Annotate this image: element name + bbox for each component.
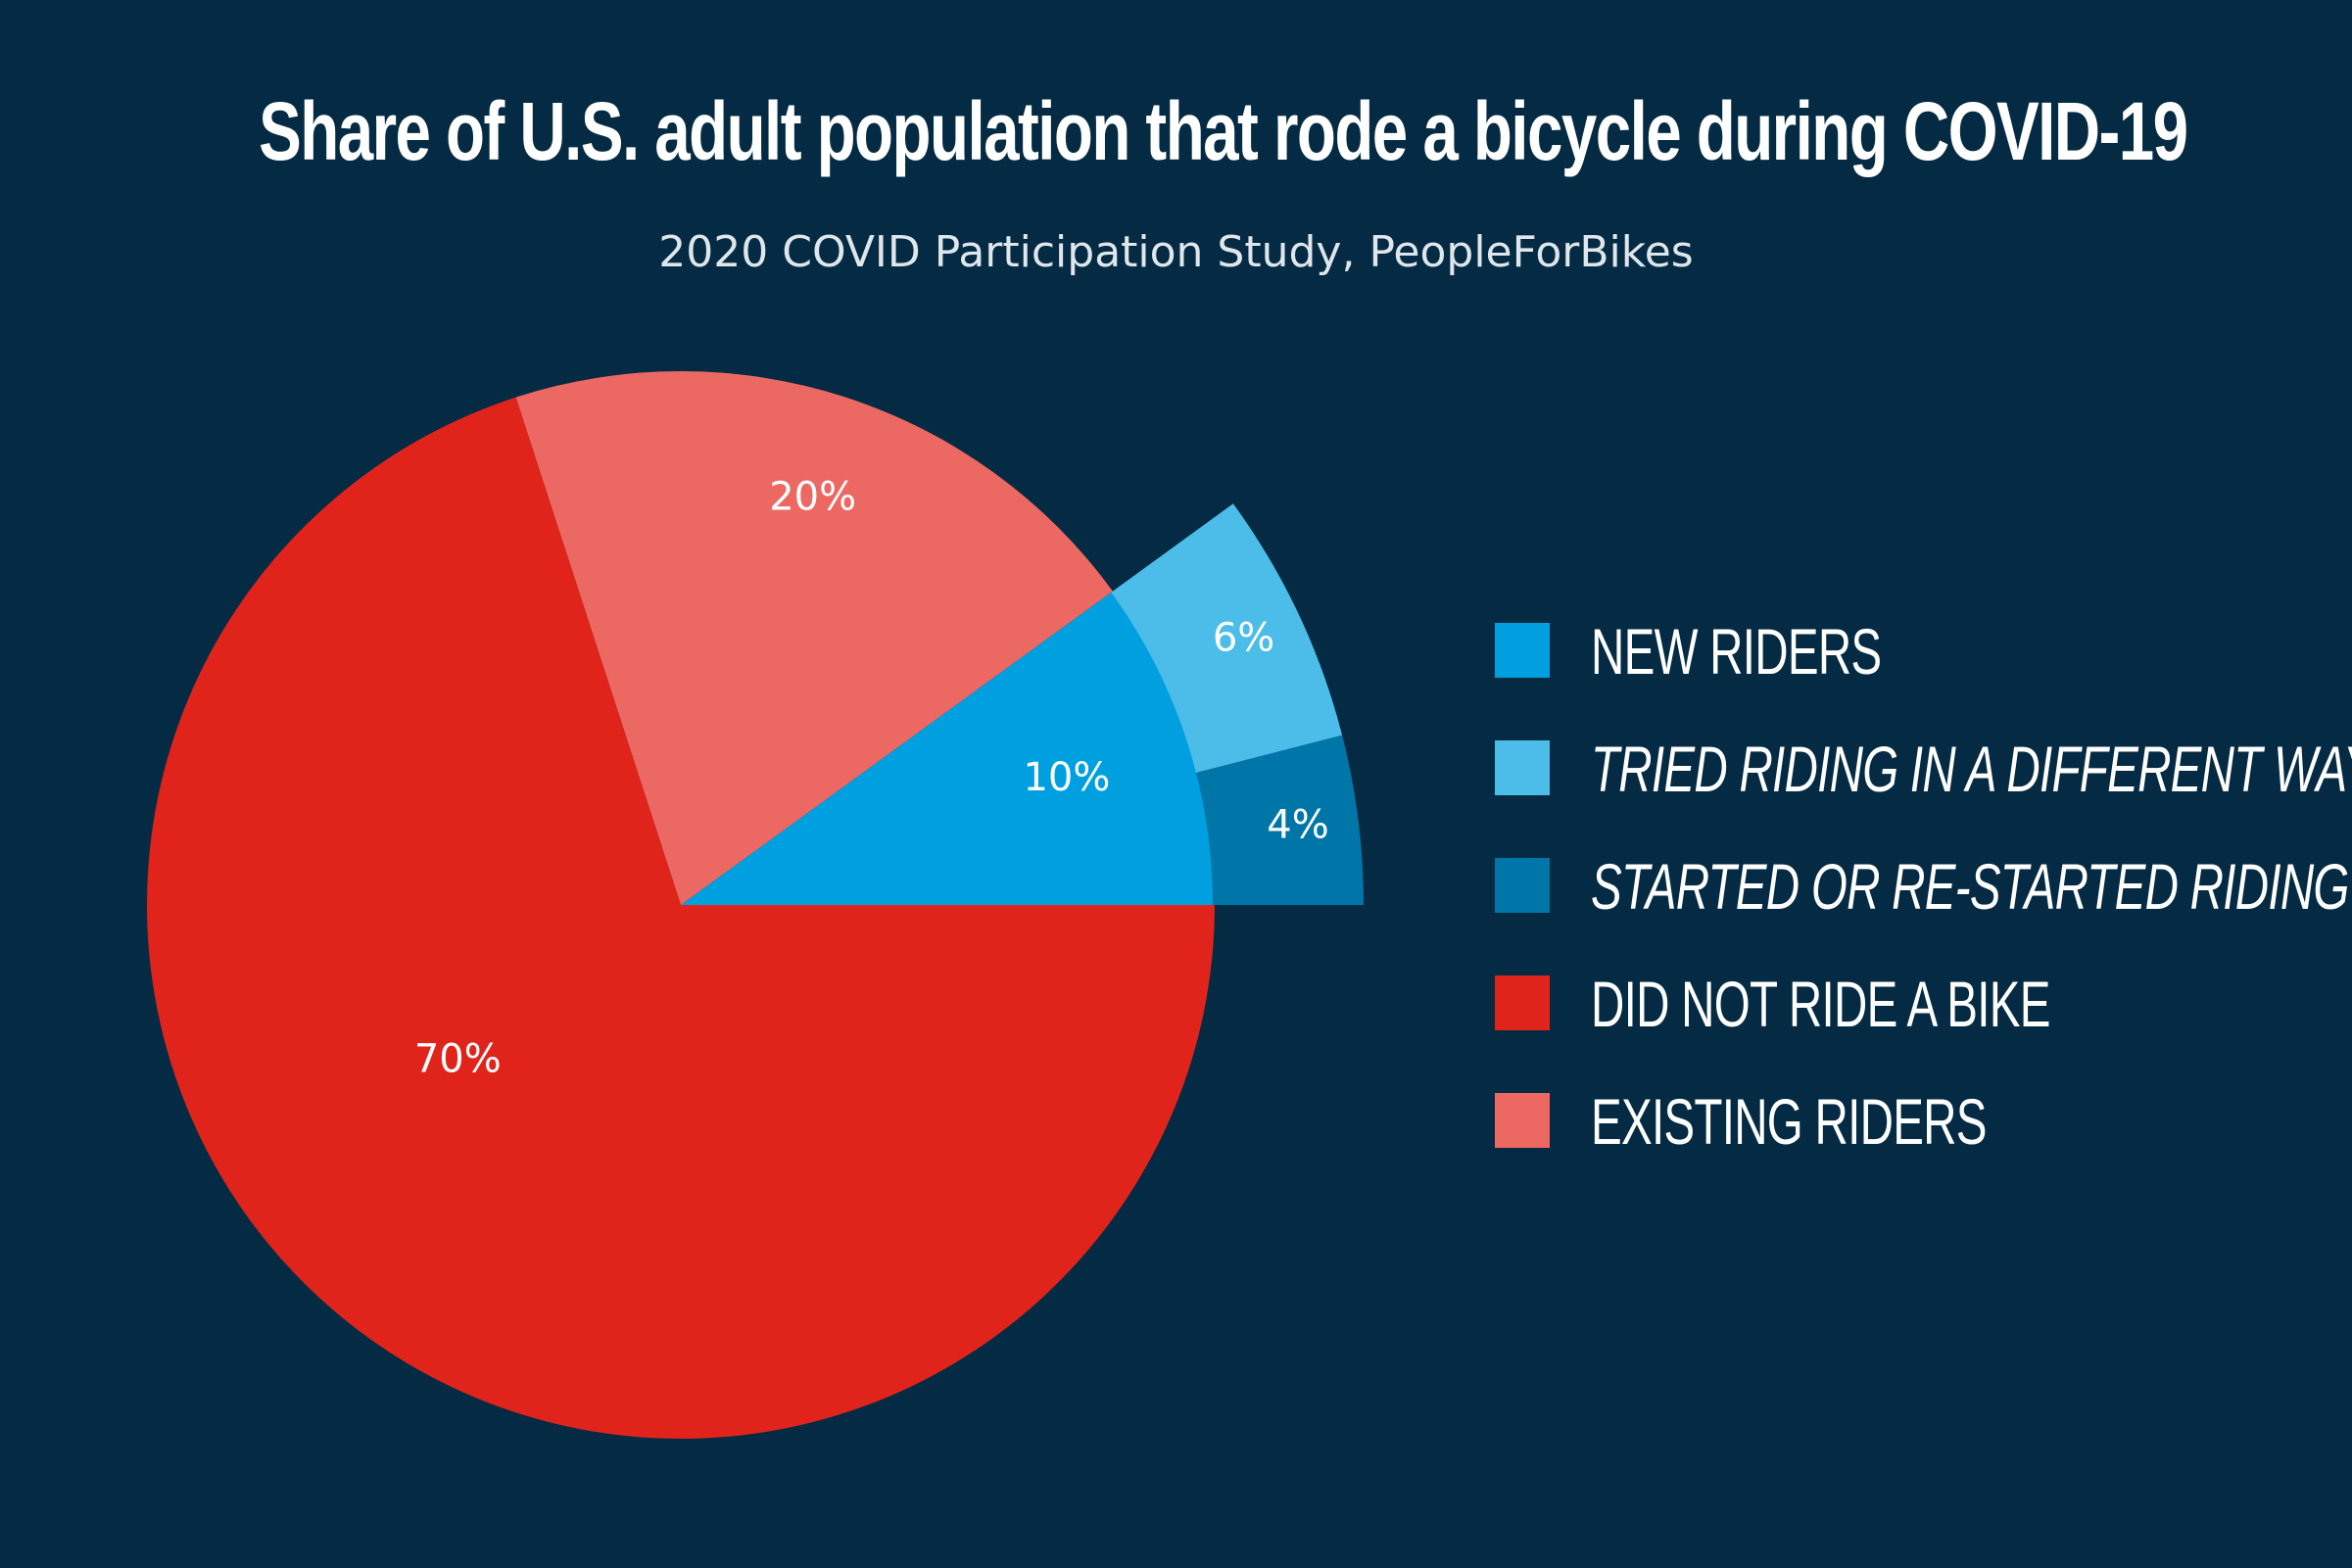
legend-label: NEW RIDERS (1591, 615, 1882, 688)
pie-slice-new-riders (681, 591, 1215, 905)
slice-label-started-or-re-started-riding: 4% (1267, 802, 1328, 847)
chart-title: Share of U.S. adult population that rode… (259, 85, 2188, 177)
slice-label-existing-riders: 20% (769, 474, 856, 519)
pie-slice-started-or-re-started-riding (1195, 735, 1364, 905)
pie-slice-existing-riders (515, 370, 1113, 905)
slice-label-tried-riding-in-a-different-way: 6% (1213, 616, 1274, 661)
legend-swatch (1495, 858, 1550, 913)
legend-swatch (1495, 1093, 1550, 1148)
legend-swatch (1495, 623, 1550, 678)
slice-label-new-riders: 10% (1023, 755, 1110, 800)
pie-slice-did-not-ride-a-bike (147, 397, 1216, 1439)
legend-label: DID NOT RIDE A BIKE (1591, 968, 2050, 1040)
chart-subtitle: 2020 COVID Participation Study, PeopleFo… (658, 227, 1694, 277)
legend-label: TRIED RIDING IN A DIFFERENT WAY (1591, 733, 2352, 805)
legend-label: EXISTING RIDERS (1591, 1085, 1987, 1158)
legend-swatch (1495, 740, 1550, 795)
pie-slice-tried-riding-in-a-different-way (1111, 503, 1343, 773)
slice-label-did-not-ride-a-bike: 70% (414, 1036, 502, 1081)
legend-label: STARTED OR RE-STARTED RIDING (1591, 850, 2349, 923)
legend-swatch (1495, 975, 1550, 1030)
